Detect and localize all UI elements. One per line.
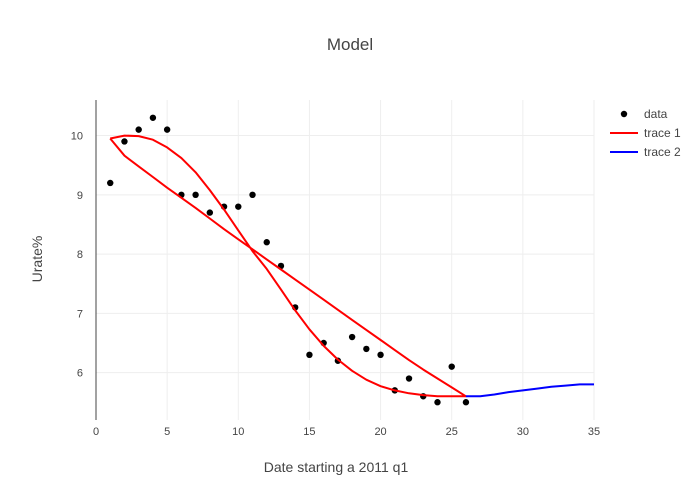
legend-label-trace-2[interactable]: trace 2 [644, 145, 681, 159]
data-point [149, 114, 157, 121]
grid-lines [96, 100, 595, 420]
data-point [348, 333, 356, 341]
x-axis-title: Date starting a 2011 q1 [264, 459, 409, 475]
data-point [462, 399, 470, 406]
data-point [121, 138, 128, 145]
legend[interactable]: data trace 1 trace 2 [610, 107, 681, 159]
series-line-trace-1 [109, 134, 467, 398]
y-tick-label: 7 [77, 308, 83, 320]
data-point [363, 345, 370, 353]
x-tick-label: 35 [588, 426, 600, 438]
data-point [249, 191, 256, 199]
plot-area [107, 114, 594, 406]
data-point [206, 209, 214, 216]
data-point [405, 375, 413, 382]
legend-label-data[interactable]: data [644, 107, 668, 121]
data-point [235, 203, 242, 210]
data-point [163, 126, 171, 133]
data-point [377, 351, 384, 359]
y-tick-label: 6 [77, 368, 83, 380]
y-axis-title: Urate% [29, 236, 45, 283]
y-tick-label: 9 [77, 190, 83, 202]
x-tick-label: 0 [93, 426, 99, 438]
y-tick-label: 10 [71, 131, 83, 143]
data-point [434, 399, 441, 406]
x-tick-label: 5 [164, 426, 170, 438]
tick-labels: 0 5 10 15 20 25 30 35 6 7 8 9 10 [71, 131, 600, 438]
data-point [263, 239, 270, 246]
x-tick-label: 10 [232, 426, 244, 438]
x-tick-label: 15 [303, 426, 315, 438]
data-point [448, 363, 455, 370]
x-tick-label: 20 [374, 426, 386, 438]
data-point [107, 179, 114, 187]
data-point [192, 191, 199, 199]
legend-label-trace-1[interactable]: trace 1 [644, 126, 681, 140]
chart-title: Model [327, 35, 373, 54]
x-tick-label: 30 [517, 426, 529, 438]
series-line-trace-2 [465, 383, 594, 398]
data-point [306, 351, 313, 359]
y-tick-label: 8 [77, 249, 83, 261]
data-point [135, 126, 142, 133]
legend-swatch-data[interactable] [620, 110, 628, 118]
x-tick-label: 25 [446, 426, 458, 438]
